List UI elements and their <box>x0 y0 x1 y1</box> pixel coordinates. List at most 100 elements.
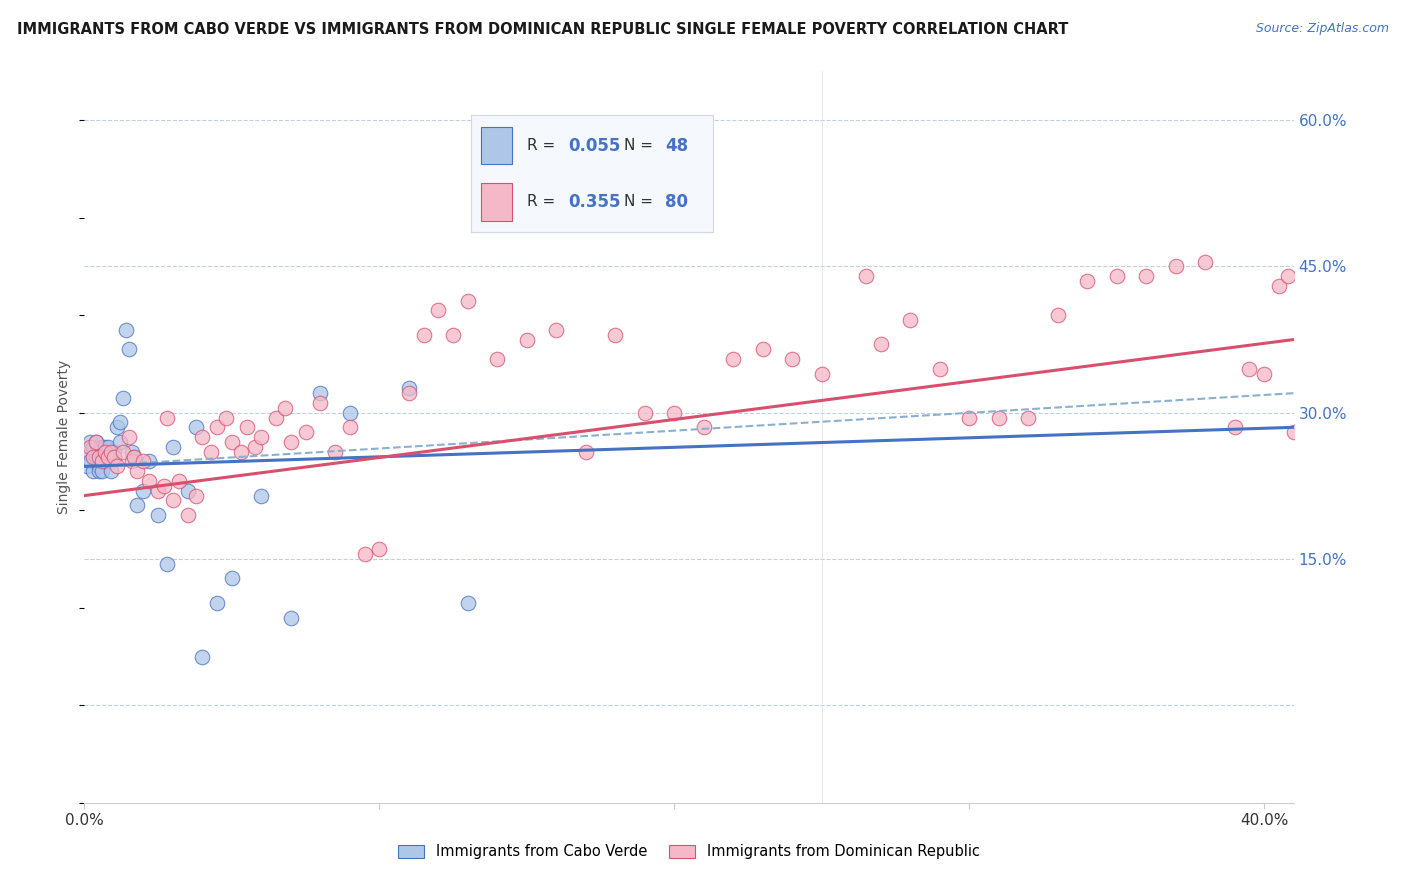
Point <box>1282 425 1305 440</box>
Point <box>1076 274 1098 288</box>
Point <box>82 440 104 454</box>
Point <box>250 489 273 503</box>
Point <box>97 440 120 454</box>
Point <box>751 343 773 357</box>
Point <box>486 352 509 367</box>
Point <box>105 420 128 434</box>
Point <box>103 450 125 464</box>
Point <box>87 459 110 474</box>
Point <box>855 269 877 284</box>
Point <box>441 327 464 342</box>
Point <box>76 444 98 458</box>
Point <box>82 450 104 464</box>
Point <box>516 333 538 347</box>
Point <box>94 450 117 464</box>
Point <box>186 420 208 434</box>
Point <box>221 434 243 449</box>
Point <box>176 483 198 498</box>
Point <box>205 420 228 434</box>
Point <box>97 450 120 464</box>
Point <box>186 489 208 503</box>
Point <box>427 303 450 318</box>
Point <box>398 381 420 395</box>
Point <box>146 483 169 498</box>
Point <box>162 493 184 508</box>
Point <box>1296 430 1319 444</box>
Point <box>869 337 891 351</box>
Point <box>309 386 332 401</box>
Legend: Immigrants from Cabo Verde, Immigrants from Dominican Republic: Immigrants from Cabo Verde, Immigrants f… <box>392 838 986 865</box>
Point <box>987 410 1010 425</box>
Point <box>87 444 110 458</box>
Point <box>138 454 160 468</box>
Point <box>100 464 122 478</box>
Point <box>605 327 627 342</box>
Point <box>82 464 104 478</box>
Point <box>664 406 686 420</box>
Point <box>108 416 131 430</box>
Point <box>280 434 302 449</box>
Point <box>117 343 139 357</box>
Point <box>457 293 479 308</box>
Point <box>91 450 114 464</box>
Point <box>97 450 120 464</box>
Point <box>229 444 252 458</box>
Point <box>546 323 568 337</box>
Point <box>100 444 122 458</box>
Point <box>94 454 117 468</box>
Point <box>103 450 125 464</box>
Point <box>176 508 198 522</box>
Point <box>191 430 214 444</box>
Point <box>200 444 222 458</box>
Point <box>76 459 98 474</box>
Point <box>153 479 176 493</box>
Point <box>1046 308 1069 322</box>
Y-axis label: Single Female Poverty: Single Female Poverty <box>58 360 72 514</box>
Point <box>103 444 125 458</box>
Point <box>264 410 287 425</box>
Point <box>928 361 950 376</box>
Point <box>79 454 101 468</box>
Point <box>250 430 273 444</box>
Point <box>79 434 101 449</box>
Point <box>105 459 128 474</box>
Point <box>1239 361 1261 376</box>
Point <box>368 542 391 557</box>
Point <box>111 444 134 458</box>
Point <box>91 454 114 468</box>
Point <box>1194 254 1216 268</box>
Point <box>339 420 361 434</box>
Point <box>221 572 243 586</box>
Point <box>156 557 179 571</box>
Point <box>114 323 136 337</box>
Point <box>205 596 228 610</box>
Point <box>121 454 143 468</box>
Text: Source: ZipAtlas.com: Source: ZipAtlas.com <box>1256 22 1389 36</box>
Point <box>692 420 714 434</box>
Point <box>245 440 267 454</box>
Point <box>87 450 110 464</box>
Point <box>94 444 117 458</box>
Point <box>124 450 146 464</box>
Point <box>1223 420 1246 434</box>
Point <box>108 434 131 449</box>
Point <box>412 327 434 342</box>
Point <box>100 454 122 468</box>
Point <box>124 450 146 464</box>
Point <box>1105 269 1128 284</box>
Point <box>634 406 657 420</box>
Point <box>94 440 117 454</box>
Point <box>84 434 107 449</box>
Point <box>323 444 346 458</box>
Point <box>162 440 184 454</box>
Point <box>84 450 107 464</box>
Point <box>1277 269 1299 284</box>
Point <box>957 410 980 425</box>
Point <box>117 430 139 444</box>
Point <box>353 547 375 561</box>
Point <box>1164 260 1187 274</box>
Point <box>280 610 302 624</box>
Point <box>1135 269 1157 284</box>
Point <box>810 367 832 381</box>
Point <box>132 454 155 468</box>
